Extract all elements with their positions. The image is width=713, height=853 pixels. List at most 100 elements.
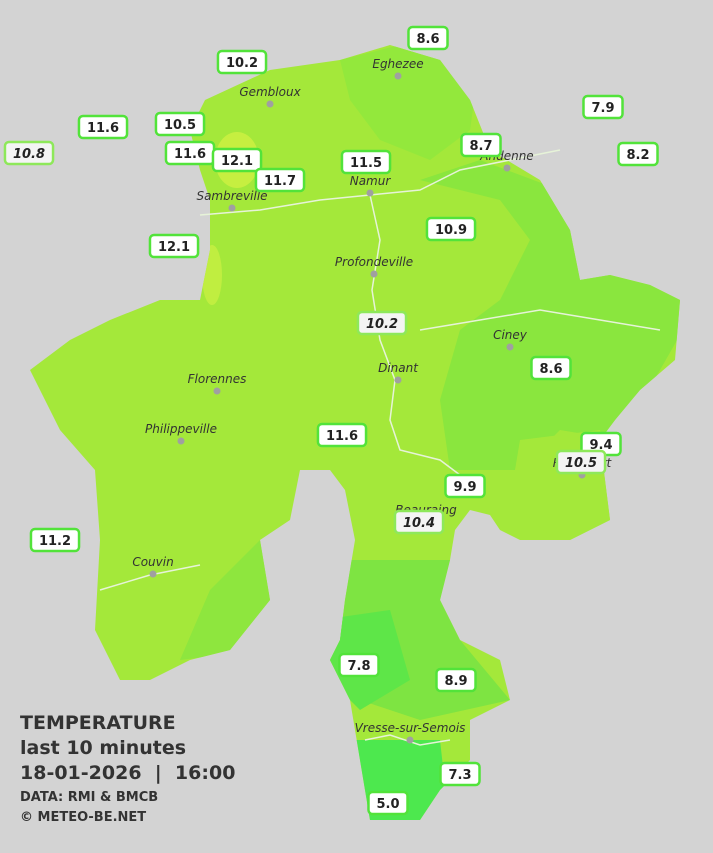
station-value: 10.9 [435,223,467,238]
station-value: 7.8 [347,659,370,674]
station: 8.6 [530,355,572,381]
station-box [617,141,659,167]
station-box [148,233,200,259]
river [419,309,661,331]
station-value: 10.4 [403,516,435,531]
station-value: 12.1 [221,154,253,169]
station: 10.2 [216,49,268,75]
station-value: 9.4 [589,438,612,453]
station-value: 11.7 [264,174,296,189]
station: 11.5 [340,149,392,175]
legend-subtitle: last 10 minutes [20,737,187,759]
station-box [216,49,268,75]
city-dot [149,570,157,578]
station: 11.7 [254,167,306,193]
city-dot [394,376,402,384]
station: 5.0 [367,790,409,816]
station-value: 11.6 [174,147,206,162]
station: 10.5 [555,449,607,475]
city-label: Namur [350,174,392,188]
station-box [444,473,486,499]
station-value: 9.9 [453,480,476,495]
station-box [29,527,81,553]
city-dot [366,189,374,197]
station: 12.1 [211,147,263,173]
station: 7.9 [582,94,624,120]
city-dot [406,736,414,744]
station-value: 8.9 [444,674,467,689]
station-value: 7.9 [591,101,614,116]
station: 10.8 [3,140,55,166]
city-label: Vresse-sur-Semois [355,721,466,735]
station-value: 8.6 [416,32,439,47]
station: 11.6 [77,114,129,140]
station-box [460,132,502,158]
city-label: Profondeville [335,255,413,269]
station-box [582,94,624,120]
city-label: Ciney [493,328,528,342]
station: 12.1 [148,233,200,259]
city-label: Florennes [188,372,247,386]
station: 8.2 [617,141,659,167]
station: 9.9 [444,473,486,499]
city-label: Philippeville [145,422,217,436]
station-box [211,147,263,173]
city-dot [370,270,378,278]
station-box [425,216,477,242]
legend-source: DATA: RMI & BMCB [20,790,159,805]
river [364,734,451,746]
city-dot [177,437,185,445]
station-value: 8.7 [469,139,492,154]
station: 11.6 [316,422,368,448]
station-box [439,761,481,787]
city-dot [503,164,511,172]
station-value: 10.2 [226,56,258,71]
station-box [555,449,607,475]
station: 7.8 [338,652,380,678]
station-value: 11.5 [350,156,382,171]
zone [202,245,222,305]
station-box [154,111,206,137]
river [199,149,561,216]
city-label: Sambreville [196,189,267,203]
station: 9.4 [580,431,622,457]
city-label: Dinant [378,361,419,375]
city-dot [506,343,514,351]
station-box [3,140,55,166]
city-label: Gembloux [239,85,301,99]
station-box [340,149,392,175]
zone [420,160,680,470]
stations: 8.6 10.2 7.9 11.6 10.5 10.8 11.6 12.1 8.7 8.2 11.5… [3,25,659,816]
zone [350,740,450,820]
station-value: 11.6 [326,429,358,444]
city-dot [266,100,274,108]
station-value: 10.2 [366,317,398,332]
station-value: 11.2 [39,534,71,549]
station: 10.9 [425,216,477,242]
legend-datetime: 18-01-2026 | 16:00 [20,762,236,784]
station: 8.6 [407,25,449,51]
city-dot [228,204,236,212]
station-box [393,509,445,535]
station-box [435,667,477,693]
station-box [338,652,380,678]
city-dot [213,387,221,395]
station: 7.3 [439,761,481,787]
station: 11.2 [29,527,81,553]
city-label: Couvin [132,555,173,569]
station-value: 8.6 [539,362,562,377]
city-dot [394,72,402,80]
station-box [254,167,306,193]
station: 10.5 [154,111,206,137]
station-box [530,355,572,381]
station-box [407,25,449,51]
station: 11.6 [164,140,216,166]
station: 10.4 [393,509,445,535]
station-value: 10.5 [565,456,597,471]
station-value: 10.8 [13,147,45,162]
station-value: 11.6 [87,121,119,136]
zone [340,45,480,160]
station: 10.2 [356,310,408,336]
station-box [356,310,408,336]
